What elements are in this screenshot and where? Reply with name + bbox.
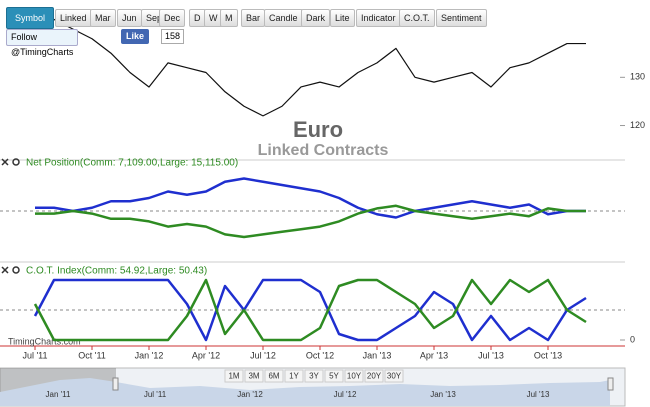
- toolbar-button[interactable]: Dec: [159, 9, 186, 27]
- range-button-label: 6M: [268, 372, 279, 381]
- range-button-label: 1Y: [289, 372, 299, 381]
- range-button[interactable]: 30Y: [384, 369, 404, 383]
- series-line: [33, 278, 587, 342]
- series-line: [35, 204, 586, 239]
- range-button[interactable]: 1Y: [284, 369, 304, 383]
- x-tick-label: Apr '12: [192, 350, 220, 360]
- navigator-handle[interactable]: [112, 377, 119, 391]
- range-button[interactable]: 3Y: [304, 369, 324, 383]
- range-button[interactable]: 1M: [224, 369, 244, 383]
- range-button-label: 10Y: [347, 372, 362, 381]
- range-button-bg: [344, 369, 364, 383]
- navigator-label: Jan '11: [46, 390, 72, 399]
- range-button-bg: [224, 369, 244, 383]
- range-button[interactable]: 20Y: [364, 369, 384, 383]
- range-button-bg: [304, 369, 324, 383]
- like-count: 158: [161, 29, 185, 44]
- range-button[interactable]: 10Y: [344, 369, 364, 383]
- navigator-label: Jan '13: [430, 390, 456, 399]
- x-tick-label: Jan '12: [135, 350, 164, 360]
- chart-title: Euro: [293, 117, 343, 142]
- x-tick-label: Oct '11: [78, 350, 106, 360]
- range-button-bg: [284, 369, 304, 383]
- navigator-area: [0, 378, 610, 406]
- toolbar-button[interactable]: M: [220, 9, 238, 27]
- range-button-bg: [364, 369, 384, 383]
- toolbar-button[interactable]: Sentiment: [436, 9, 487, 27]
- x-tick-label: Oct '12: [306, 350, 334, 360]
- range-button-label: 3M: [248, 372, 259, 381]
- series-line: [33, 278, 587, 342]
- navigator-label: Jul '12: [334, 390, 357, 399]
- toolbar-button[interactable]: Jun: [117, 9, 142, 27]
- range-button-bg: [384, 369, 404, 383]
- series-line: [34, 14, 586, 117]
- panel-title: C.O.T. Index(Comm: 54.92,Large: 50.43): [26, 266, 207, 277]
- range-button-bg: [264, 369, 284, 383]
- series-line: [35, 177, 586, 219]
- panel-icons: [1, 158, 20, 274]
- navigator-label: Jul '11: [144, 390, 167, 399]
- range-button-label: 20Y: [367, 372, 382, 381]
- x-tick-label: Jul '12: [250, 350, 276, 360]
- symbol-button[interactable]: Symbol: [6, 7, 55, 29]
- panel-title: Net Position(Comm: 7,109.00,Large: 15,11…: [26, 158, 238, 169]
- y-tick-label: 0: [630, 334, 635, 344]
- x-tick-label: Oct '13: [534, 350, 562, 360]
- toolbar-button[interactable]: Bar: [241, 9, 266, 27]
- navigator-handle[interactable]: [607, 377, 614, 391]
- chart-subtitle: Linked Contracts: [258, 142, 389, 159]
- y-tick-label: 120: [630, 120, 645, 130]
- range-button-label: 30Y: [387, 372, 402, 381]
- range-button-label: 1M: [228, 372, 239, 381]
- toolbar-button[interactable]: Indicator: [356, 9, 401, 27]
- like-button[interactable]: Like: [121, 29, 150, 44]
- toolbar-button[interactable]: Linked: [55, 9, 92, 27]
- follow-button[interactable]: Follow @TimingCharts: [6, 29, 79, 57]
- toolbar-button[interactable]: Dark: [301, 9, 331, 27]
- range-button[interactable]: 6M: [264, 369, 284, 383]
- x-tick-label: Apr '13: [420, 350, 448, 360]
- toolbar-button[interactable]: Candle: [264, 9, 303, 27]
- range-button-label: 3Y: [309, 372, 319, 381]
- y-tick-label: 130: [630, 72, 645, 82]
- range-button-bg: [244, 369, 264, 383]
- x-tick-label: Jul '13: [478, 350, 504, 360]
- navigator-label: Jan '12: [237, 390, 263, 399]
- range-button[interactable]: 3M: [244, 369, 264, 383]
- range-button-bg: [324, 369, 344, 383]
- range-button[interactable]: 5Y: [324, 369, 344, 383]
- watermark: TimingCharts.com: [8, 336, 81, 346]
- toolbar-button[interactable]: Mar: [90, 9, 116, 27]
- range-button-label: 5Y: [329, 372, 339, 381]
- x-tick-label: Jul '11: [22, 350, 47, 360]
- navigator-label: Jul '13: [527, 390, 550, 399]
- toolbar-button[interactable]: Lite: [330, 9, 355, 27]
- toolbar-button[interactable]: C.O.T.: [399, 9, 435, 27]
- x-tick-label: Jan '13: [363, 350, 392, 360]
